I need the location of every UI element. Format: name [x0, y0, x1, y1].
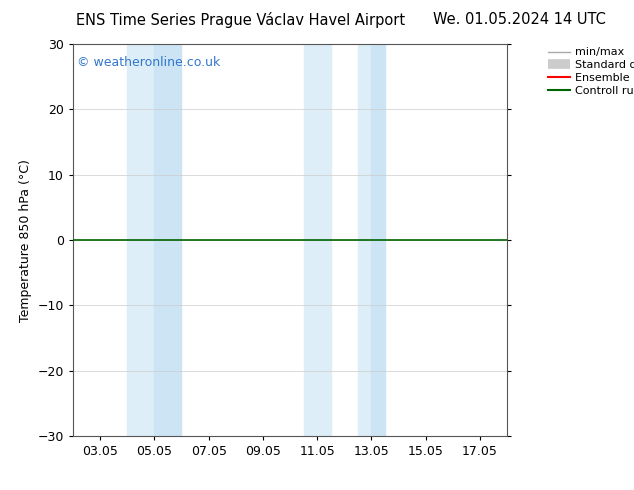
Bar [358, 44, 372, 436]
Bar [154, 44, 181, 436]
Bar [127, 44, 154, 436]
Text: ENS Time Series Prague Václav Havel Airport: ENS Time Series Prague Václav Havel Airp… [76, 12, 406, 28]
Bar [304, 44, 331, 436]
Text: © weatheronline.co.uk: © weatheronline.co.uk [77, 56, 221, 69]
Y-axis label: Temperature 850 hPa (°C): Temperature 850 hPa (°C) [19, 159, 32, 321]
Text: We. 01.05.2024 14 UTC: We. 01.05.2024 14 UTC [434, 12, 606, 27]
Legend: min/max, Standard deviation, Ensemble mean run, Controll run: min/max, Standard deviation, Ensemble me… [545, 44, 634, 99]
Bar [372, 44, 385, 436]
